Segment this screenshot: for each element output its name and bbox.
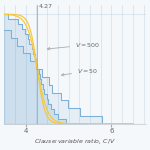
X-axis label: Clause:variable ratio, $\mathit{C/V}$: Clause:variable ratio, $\mathit{C/V}$: [34, 137, 116, 146]
Text: $V = 500$: $V = 500$: [47, 41, 100, 50]
Text: $V = 50$: $V = 50$: [61, 67, 99, 76]
Text: 4.27: 4.27: [39, 4, 53, 9]
